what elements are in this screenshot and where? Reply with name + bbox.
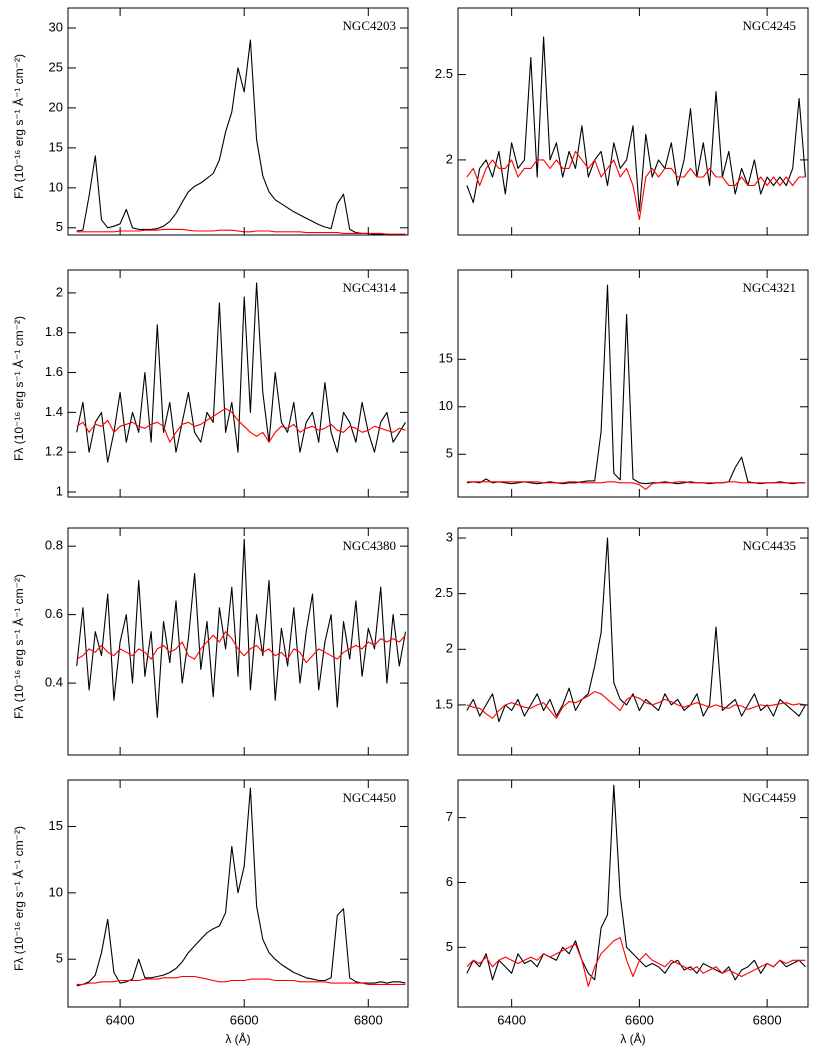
y-axis-label: Fλ (10⁻¹⁶ erg s⁻¹ Å⁻¹ cm⁻²) bbox=[11, 54, 26, 199]
spectrum-line bbox=[76, 407, 406, 443]
y-tick-label: 1.8 bbox=[45, 324, 63, 339]
plot-frame bbox=[457, 269, 809, 498]
spectrum-line bbox=[76, 787, 406, 987]
y-tick-label: 15 bbox=[439, 351, 453, 366]
spectrum-line bbox=[76, 39, 406, 236]
spectrum-line bbox=[76, 975, 406, 985]
spectrum-line bbox=[466, 784, 806, 981]
y-tick-label: 25 bbox=[49, 59, 63, 74]
y-tick-label: 1.6 bbox=[45, 364, 63, 379]
y-axis-label: Fλ (10⁻¹⁶ erg s⁻¹ Å⁻¹ cm⁻²) bbox=[11, 574, 26, 719]
plot-frame bbox=[67, 269, 409, 498]
plot-frame bbox=[457, 779, 809, 1008]
y-tick-label: 0.8 bbox=[45, 538, 63, 553]
galaxy-name: NGC4435 bbox=[743, 538, 796, 553]
spectrum-line bbox=[76, 228, 406, 235]
spectrum-line bbox=[466, 937, 806, 987]
spectrum-line bbox=[466, 537, 806, 723]
spectrum-line bbox=[466, 36, 806, 212]
y-tick-label: 15 bbox=[49, 139, 63, 154]
x-tick-label: 6800 bbox=[753, 1012, 782, 1027]
y-tick-label: 2.5 bbox=[435, 585, 453, 600]
spectrum-line bbox=[466, 481, 806, 490]
y-tick-label: 5 bbox=[446, 446, 453, 461]
y-tick-label: 0.4 bbox=[45, 675, 63, 690]
galaxy-name: NGC4380 bbox=[343, 538, 396, 553]
galaxy-name: NGC4203 bbox=[343, 18, 396, 33]
y-tick-label: 1.5 bbox=[435, 696, 453, 711]
y-tick-label: 7 bbox=[446, 809, 453, 824]
y-tick-label: 0.6 bbox=[45, 606, 63, 621]
spectrum-line bbox=[466, 691, 806, 719]
galaxy-name: NGC4450 bbox=[343, 790, 396, 805]
galaxy-name: NGC4245 bbox=[743, 18, 796, 33]
spectrum-line bbox=[76, 631, 406, 664]
x-axis-label: λ (Å) bbox=[620, 1031, 645, 1046]
y-tick-label: 2 bbox=[446, 641, 453, 656]
galaxy-name: NGC4321 bbox=[743, 280, 796, 295]
x-tick-label: 6400 bbox=[106, 1012, 135, 1027]
plot-frame bbox=[67, 527, 409, 756]
y-tick-label: 10 bbox=[49, 179, 63, 194]
y-tick-label: 2 bbox=[446, 151, 453, 166]
x-tick-label: 6400 bbox=[497, 1012, 526, 1027]
y-tick-label: 3 bbox=[446, 529, 453, 544]
plot-frame bbox=[457, 7, 809, 236]
y-tick-label: 1.2 bbox=[45, 444, 63, 459]
plot-frame bbox=[67, 7, 409, 236]
plot-frame bbox=[457, 527, 809, 756]
y-tick-label: 15 bbox=[49, 818, 63, 833]
y-tick-label: 1 bbox=[56, 483, 63, 498]
y-tick-label: 5 bbox=[446, 939, 453, 954]
y-tick-label: 6 bbox=[446, 874, 453, 889]
x-tick-label: 6800 bbox=[354, 1012, 383, 1027]
y-tick-label: 1.4 bbox=[45, 404, 63, 419]
y-tick-label: 10 bbox=[439, 398, 453, 413]
spectrum-line bbox=[76, 282, 406, 463]
y-tick-label: 2 bbox=[56, 284, 63, 299]
y-tick-label: 30 bbox=[49, 19, 63, 34]
spectrum-line bbox=[76, 538, 407, 718]
y-tick-label: 5 bbox=[56, 951, 63, 966]
plot-frame bbox=[67, 779, 409, 1008]
x-tick-label: 6600 bbox=[230, 1012, 259, 1027]
y-tick-label: 2.5 bbox=[435, 66, 453, 81]
x-tick-label: 6600 bbox=[625, 1012, 654, 1027]
y-tick-label: 10 bbox=[49, 884, 63, 899]
y-axis-label: Fλ (10⁻¹⁶ erg s⁻¹ Å⁻¹ cm⁻²) bbox=[11, 316, 26, 461]
y-tick-label: 20 bbox=[49, 99, 63, 114]
galaxy-name: NGC4459 bbox=[743, 790, 796, 805]
galaxy-name: NGC4314 bbox=[343, 280, 397, 295]
spectrum-line bbox=[466, 150, 806, 221]
y-axis-label: Fλ (10⁻¹⁶ erg s⁻¹ Å⁻¹ cm⁻²) bbox=[11, 826, 26, 971]
y-tick-label: 5 bbox=[56, 219, 63, 234]
spectrum-line bbox=[466, 284, 806, 485]
x-axis-label: λ (Å) bbox=[225, 1031, 250, 1046]
